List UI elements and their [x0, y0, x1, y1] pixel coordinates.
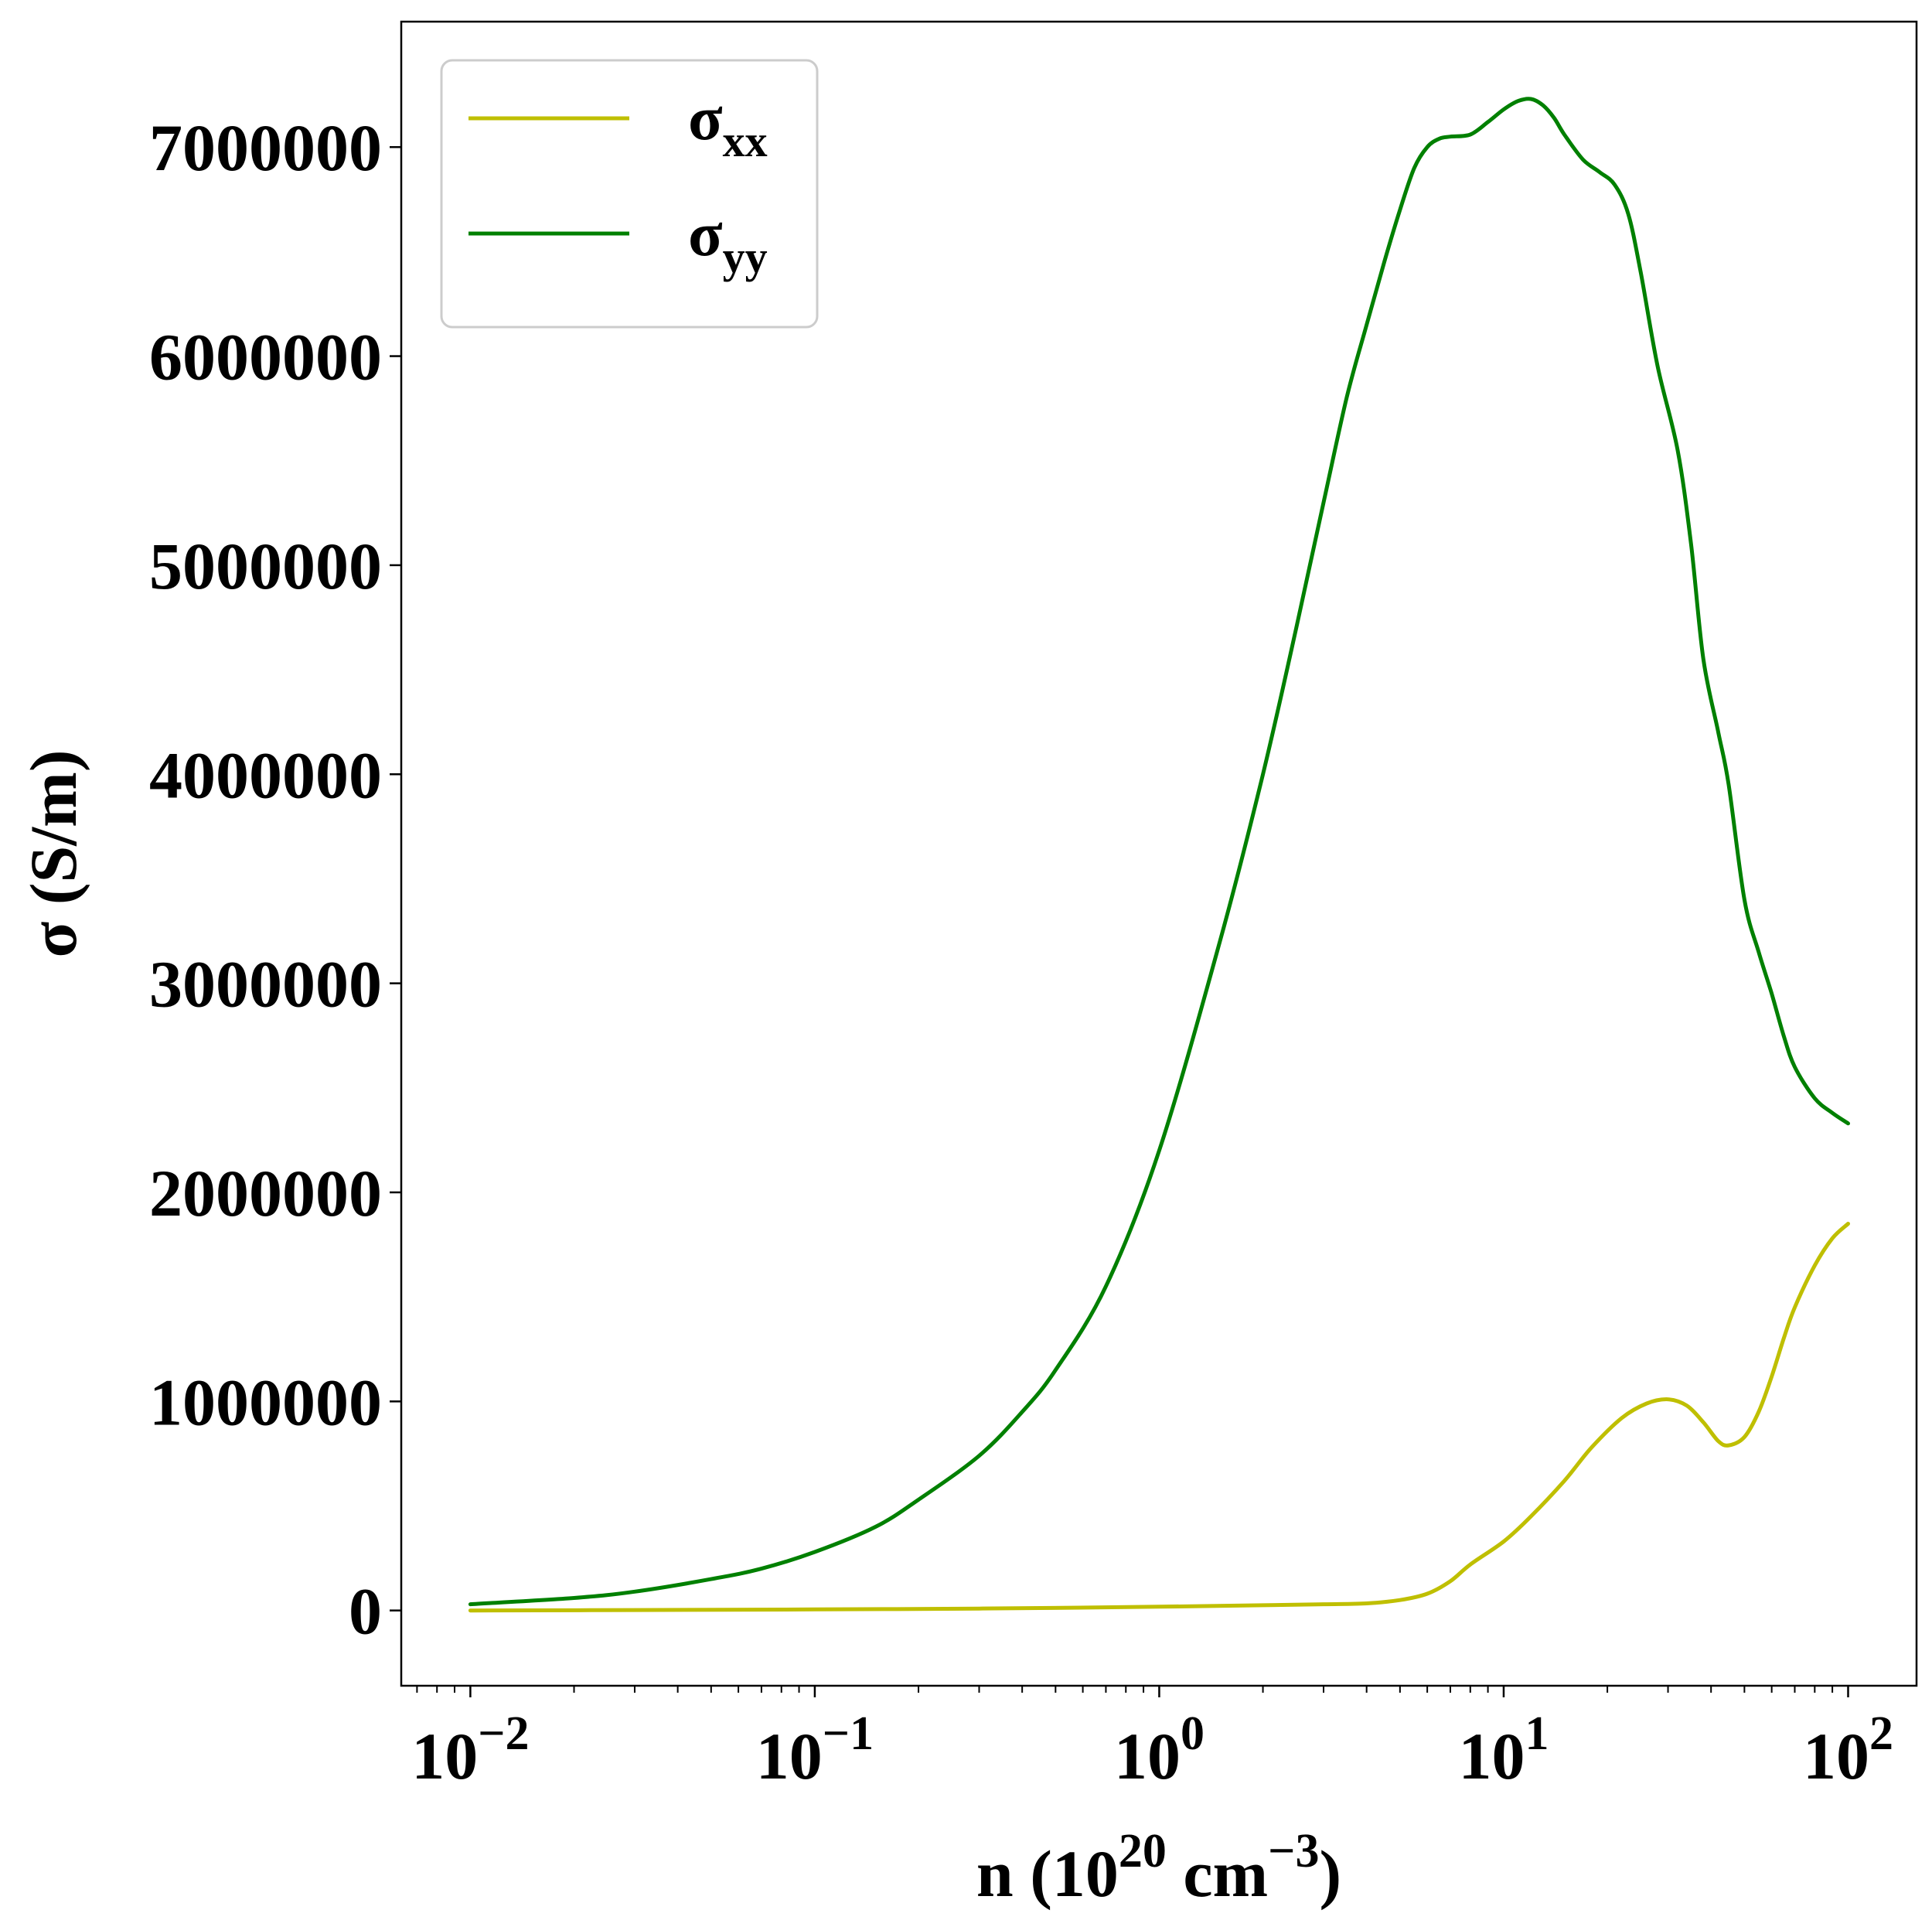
- y-tick-label: 4000000: [149, 738, 382, 812]
- y-tick-label: 5000000: [149, 529, 382, 603]
- x-tick-label: 101: [1458, 1707, 1549, 1793]
- y-axis: 0 1000000 2000000 3000000 4000000 5000000 6000…: [149, 111, 401, 1649]
- y-tick-label: 0: [349, 1574, 382, 1649]
- x-tick-label: 102: [1803, 1707, 1893, 1793]
- y-tick-label: 7000000: [149, 111, 382, 185]
- y-tick-label: 3000000: [149, 947, 382, 1021]
- legend-label-sigma-yy: σyy: [688, 199, 768, 282]
- y-tick-label: 1000000: [149, 1365, 382, 1439]
- x-axis: 10−2 10−1 100 101 102: [411, 1686, 1893, 1793]
- x-tick-label: 10−2: [411, 1707, 529, 1793]
- series-line-sigma-yy: [468, 97, 1850, 1607]
- y-tick-label: 2000000: [149, 1156, 382, 1230]
- series-line-sigma-xx: [468, 1222, 1850, 1613]
- y-axis-label: σ (S/m): [16, 750, 90, 958]
- legend-box: [440, 59, 819, 329]
- legend: σxx σyy: [440, 59, 819, 329]
- x-tick-label: 100: [1114, 1707, 1205, 1793]
- y-tick-label: 6000000: [149, 320, 382, 394]
- x-axis-label: n (1020 cm−3): [976, 1825, 1341, 1911]
- x-tick-label: 10−1: [756, 1707, 874, 1793]
- legend-label-sigma-xx: σxx: [688, 83, 768, 166]
- series-layer: [468, 97, 1850, 1613]
